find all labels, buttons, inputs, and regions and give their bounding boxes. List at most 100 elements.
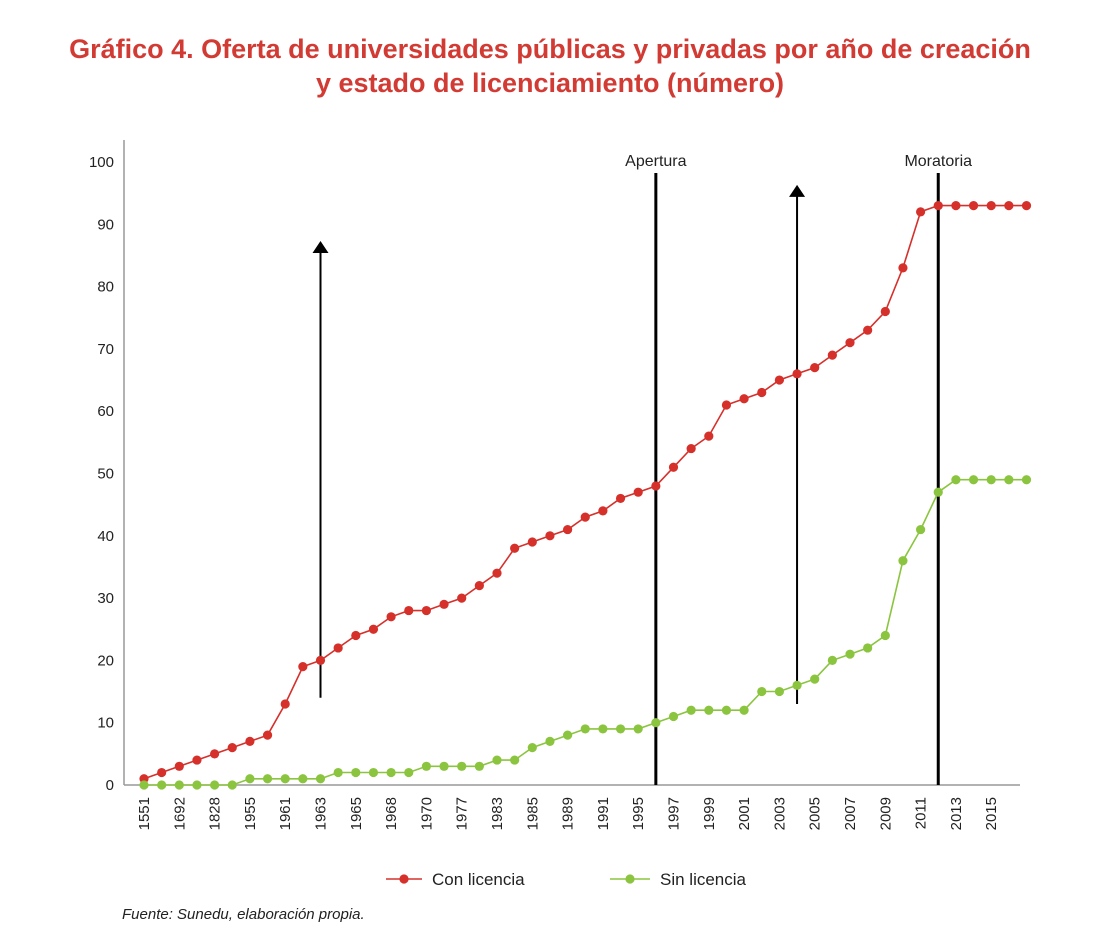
data-point-sin-licencia xyxy=(598,724,608,734)
data-point-con-licencia xyxy=(421,605,431,616)
arrow-head xyxy=(312,240,329,253)
data-point-con-licencia xyxy=(280,699,290,709)
y-tick-label: 100 xyxy=(89,154,114,171)
legend-label-con-licencia: Con licencia xyxy=(432,870,525,889)
series-line-con-licencia xyxy=(143,204,1027,780)
y-tick-label: 60 xyxy=(97,403,114,420)
x-tick-label: 2003 xyxy=(771,797,788,830)
data-point-con-licencia xyxy=(916,207,926,217)
data-point-con-licencia xyxy=(1004,201,1014,211)
data-point-con-licencia xyxy=(933,201,943,211)
chart-title-line-1: Gráfico 4. Oferta de universidades públi… xyxy=(69,34,1031,64)
y-tick-label: 0 xyxy=(106,777,114,794)
x-tick-label: 1989 xyxy=(560,797,577,830)
data-point-sin-licencia xyxy=(1021,475,1032,485)
data-point-sin-licencia xyxy=(739,705,749,715)
data-point-con-licencia xyxy=(527,537,537,547)
data-point-con-licencia xyxy=(545,531,555,541)
data-point-sin-licencia xyxy=(668,711,679,722)
data-point-sin-licencia xyxy=(651,718,661,728)
line-chart: 0 10 20 30 40 50 60 70 80 90 100 1551 1692 1828 1955 19… xyxy=(89,140,1032,889)
data-point-sin-licencia xyxy=(421,761,431,771)
data-point-con-licencia xyxy=(880,306,890,317)
data-point-con-licencia xyxy=(492,568,502,578)
chart-title-line-2: y estado de licenciamiento (número) xyxy=(315,68,785,98)
x-tick-label: 1551 xyxy=(136,797,153,830)
data-point-con-licencia xyxy=(863,325,873,335)
data-point-con-licencia xyxy=(739,394,749,404)
data-point-sin-licencia xyxy=(916,524,926,535)
x-tick-label: 1977 xyxy=(454,797,471,830)
y-tick-label: 50 xyxy=(97,466,114,483)
data-point-sin-licencia xyxy=(704,705,714,715)
data-point-sin-licencia xyxy=(863,643,873,653)
data-point-con-licencia xyxy=(386,612,396,622)
data-point-sin-licencia xyxy=(810,674,820,684)
data-point-con-licencia xyxy=(439,599,449,609)
legend-marker-sin-licencia xyxy=(625,874,635,884)
data-point-con-licencia xyxy=(898,263,908,273)
series-line-sin-licencia xyxy=(144,478,1027,786)
data-point-sin-licencia xyxy=(368,767,379,778)
data-point-con-licencia xyxy=(633,487,643,497)
data-point-sin-licencia xyxy=(457,761,467,771)
data-point-con-licencia xyxy=(668,462,679,472)
data-point-sin-licencia xyxy=(386,767,396,778)
data-point-sin-licencia xyxy=(210,780,220,790)
data-point-sin-licencia xyxy=(351,767,361,778)
data-point-sin-licencia xyxy=(933,487,943,497)
x-tick-label: 1970 xyxy=(418,797,435,830)
y-tick-label: 30 xyxy=(97,590,114,607)
data-point-sin-licencia xyxy=(245,774,255,784)
data-point-con-licencia xyxy=(598,506,608,516)
data-point-sin-licencia xyxy=(686,705,696,715)
data-point-sin-licencia xyxy=(315,774,326,784)
data-point-con-licencia xyxy=(774,375,785,385)
data-point-con-licencia xyxy=(651,481,661,491)
x-tick-label: 1991 xyxy=(595,797,612,830)
data-point-con-licencia xyxy=(315,655,326,666)
data-point-sin-licencia xyxy=(880,630,890,641)
data-point-con-licencia xyxy=(510,543,520,553)
y-tick-label: 80 xyxy=(97,279,114,296)
data-point-sin-licencia xyxy=(580,724,590,734)
x-tick-label: 1968 xyxy=(383,797,400,830)
data-point-sin-licencia xyxy=(845,649,855,659)
data-point-sin-licencia xyxy=(545,736,555,746)
reference-line-label: Moratoria xyxy=(904,153,972,170)
data-point-con-licencia xyxy=(810,362,820,373)
data-point-sin-licencia xyxy=(510,755,520,765)
x-tick-label: 1999 xyxy=(701,797,718,830)
data-point-con-licencia xyxy=(157,767,167,778)
data-point-sin-licencia xyxy=(1004,475,1014,485)
data-point-sin-licencia xyxy=(968,475,979,485)
x-tick-label: 2011 xyxy=(913,797,930,829)
data-point-con-licencia xyxy=(262,730,273,740)
arrow-head xyxy=(789,184,806,197)
x-tick-label: 2005 xyxy=(807,797,824,830)
data-point-con-licencia xyxy=(704,431,714,441)
source-note: Fuente: Sunedu, elaboración propia. xyxy=(122,906,365,923)
data-point-con-licencia xyxy=(210,749,220,759)
x-tick-label: 1995 xyxy=(630,797,647,830)
data-point-con-licencia xyxy=(792,369,802,379)
data-point-con-licencia xyxy=(1021,201,1032,211)
data-point-con-licencia xyxy=(686,443,696,454)
data-point-sin-licencia xyxy=(898,556,908,566)
data-point-sin-licencia xyxy=(757,686,767,697)
data-point-con-licencia xyxy=(757,387,767,398)
data-point-con-licencia xyxy=(721,400,732,410)
data-point-sin-licencia xyxy=(174,780,184,790)
data-point-sin-licencia xyxy=(404,767,414,778)
data-point-con-licencia xyxy=(298,662,308,672)
data-point-sin-licencia xyxy=(192,780,202,790)
x-tick-label: 1963 xyxy=(313,797,330,830)
data-point-sin-licencia xyxy=(157,780,167,790)
data-point-sin-licencia xyxy=(633,724,643,734)
x-tick-label: 1955 xyxy=(242,797,259,830)
data-point-con-licencia xyxy=(174,761,184,771)
x-tick-label: 2015 xyxy=(983,797,1000,830)
data-point-sin-licencia xyxy=(986,475,996,485)
x-tick-label: 1692 xyxy=(171,797,188,830)
data-point-con-licencia xyxy=(351,630,361,641)
